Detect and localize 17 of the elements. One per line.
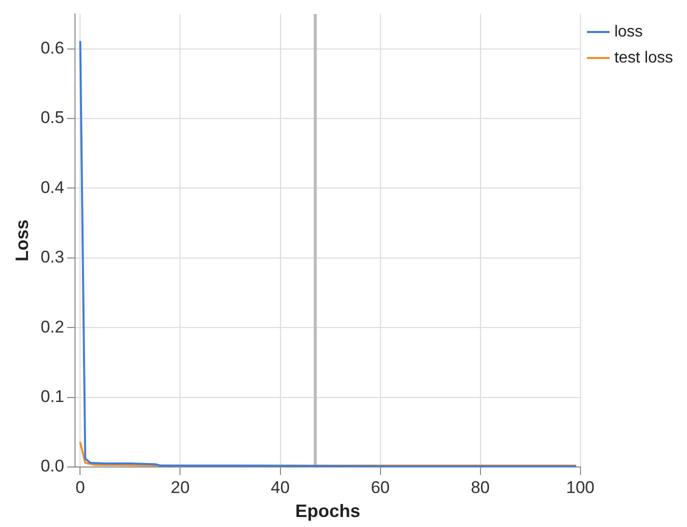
- x-tick-label: 100: [566, 478, 594, 497]
- y-tick-label: 0.1: [40, 386, 64, 406]
- legend-label: test loss: [614, 49, 673, 66]
- x-tick-label: 60: [370, 478, 390, 497]
- y-tick-label: 0.4: [40, 178, 64, 197]
- y-tick-label: 0.6: [40, 38, 64, 58]
- x-tick-label: 80: [470, 478, 490, 497]
- y-tick-label: 0.2: [40, 317, 64, 336]
- y-tick-label: 0.0: [40, 456, 64, 476]
- legend-label: loss: [614, 23, 643, 40]
- y-tick-label: 0.3: [40, 248, 64, 267]
- x-axis-title: Epochs: [295, 501, 360, 522]
- y-tick-label: 0.5: [40, 108, 64, 128]
- x-tick-label: 20: [170, 478, 190, 497]
- x-tick-label: 40: [270, 478, 290, 497]
- x-tick-label: 0: [76, 478, 85, 497]
- y-axis-title: Loss: [12, 219, 32, 262]
